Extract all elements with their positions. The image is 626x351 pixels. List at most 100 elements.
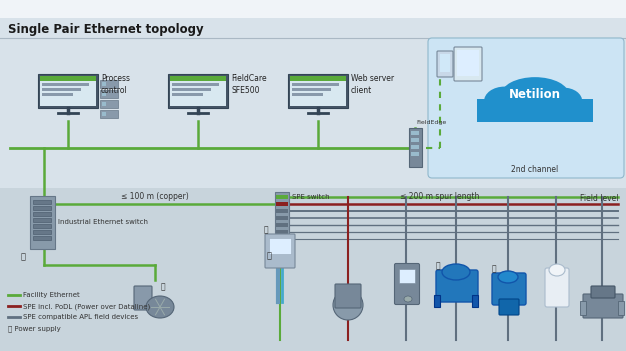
Text: ⓕ: ⓕ xyxy=(21,252,26,261)
FancyBboxPatch shape xyxy=(472,295,478,307)
Text: ⓕ Power supply: ⓕ Power supply xyxy=(8,325,61,332)
FancyBboxPatch shape xyxy=(276,195,288,199)
FancyBboxPatch shape xyxy=(580,301,586,315)
Text: FieldEdge: FieldEdge xyxy=(416,120,446,125)
FancyBboxPatch shape xyxy=(292,93,323,96)
FancyBboxPatch shape xyxy=(583,294,623,318)
Text: ⓕ: ⓕ xyxy=(267,251,272,260)
FancyBboxPatch shape xyxy=(276,223,288,227)
FancyBboxPatch shape xyxy=(292,88,331,91)
FancyBboxPatch shape xyxy=(492,273,526,305)
FancyBboxPatch shape xyxy=(434,295,440,307)
Ellipse shape xyxy=(484,87,525,116)
Ellipse shape xyxy=(508,95,541,120)
Text: 2nd channel: 2nd channel xyxy=(511,165,558,174)
Ellipse shape xyxy=(549,264,565,276)
FancyBboxPatch shape xyxy=(457,50,479,76)
Ellipse shape xyxy=(532,94,563,117)
FancyBboxPatch shape xyxy=(288,74,348,108)
FancyBboxPatch shape xyxy=(269,238,291,254)
FancyBboxPatch shape xyxy=(0,18,626,351)
Text: ⓕ: ⓕ xyxy=(161,282,165,291)
FancyBboxPatch shape xyxy=(100,100,118,108)
Text: Web server
client: Web server client xyxy=(351,74,394,94)
FancyBboxPatch shape xyxy=(40,76,96,106)
FancyBboxPatch shape xyxy=(102,102,106,106)
Text: Facility Ethernet: Facility Ethernet xyxy=(23,292,80,298)
FancyBboxPatch shape xyxy=(33,212,51,216)
Text: ≤ 200 m spur length: ≤ 200 m spur length xyxy=(400,192,480,201)
FancyBboxPatch shape xyxy=(436,270,478,302)
FancyBboxPatch shape xyxy=(168,74,228,108)
FancyBboxPatch shape xyxy=(102,112,106,116)
FancyBboxPatch shape xyxy=(290,76,346,81)
FancyBboxPatch shape xyxy=(292,83,339,86)
Text: SPE switch: SPE switch xyxy=(292,194,330,200)
FancyBboxPatch shape xyxy=(170,76,226,81)
FancyBboxPatch shape xyxy=(42,93,73,96)
FancyBboxPatch shape xyxy=(38,74,98,108)
FancyBboxPatch shape xyxy=(437,51,453,77)
FancyBboxPatch shape xyxy=(100,110,118,118)
Text: Industrial Ethernet switch: Industrial Ethernet switch xyxy=(58,219,148,225)
FancyBboxPatch shape xyxy=(411,138,419,142)
FancyBboxPatch shape xyxy=(454,47,482,81)
FancyBboxPatch shape xyxy=(394,264,419,305)
FancyBboxPatch shape xyxy=(100,80,118,88)
Text: FieldCare
SFE500: FieldCare SFE500 xyxy=(231,74,267,94)
FancyBboxPatch shape xyxy=(33,218,51,222)
FancyBboxPatch shape xyxy=(290,76,346,106)
Ellipse shape xyxy=(442,264,470,280)
Text: Netilion: Netilion xyxy=(509,88,561,101)
FancyBboxPatch shape xyxy=(170,76,226,106)
FancyBboxPatch shape xyxy=(102,92,106,96)
FancyBboxPatch shape xyxy=(499,299,519,315)
Text: ⓕ: ⓕ xyxy=(491,264,496,273)
Ellipse shape xyxy=(146,296,174,318)
FancyBboxPatch shape xyxy=(411,131,419,135)
FancyBboxPatch shape xyxy=(618,301,624,315)
FancyBboxPatch shape xyxy=(172,93,203,96)
FancyBboxPatch shape xyxy=(591,286,615,298)
Ellipse shape xyxy=(545,88,582,115)
FancyBboxPatch shape xyxy=(40,76,96,81)
FancyBboxPatch shape xyxy=(33,230,51,234)
Text: Field level: Field level xyxy=(580,194,618,203)
FancyBboxPatch shape xyxy=(33,224,51,228)
Ellipse shape xyxy=(404,296,412,302)
FancyBboxPatch shape xyxy=(33,206,51,210)
FancyBboxPatch shape xyxy=(33,200,51,204)
FancyBboxPatch shape xyxy=(275,192,289,247)
FancyBboxPatch shape xyxy=(276,202,288,206)
Text: Process
control: Process control xyxy=(101,74,130,94)
Ellipse shape xyxy=(333,290,363,320)
Text: ≤ 100 m (copper): ≤ 100 m (copper) xyxy=(121,192,189,201)
FancyBboxPatch shape xyxy=(276,230,288,234)
FancyBboxPatch shape xyxy=(0,0,626,18)
FancyBboxPatch shape xyxy=(409,127,421,166)
FancyBboxPatch shape xyxy=(440,54,450,72)
FancyBboxPatch shape xyxy=(335,284,361,308)
FancyBboxPatch shape xyxy=(545,268,569,307)
FancyBboxPatch shape xyxy=(172,88,211,91)
FancyBboxPatch shape xyxy=(399,269,415,283)
FancyBboxPatch shape xyxy=(172,83,219,86)
FancyBboxPatch shape xyxy=(411,152,419,156)
FancyBboxPatch shape xyxy=(42,83,89,86)
FancyBboxPatch shape xyxy=(276,209,288,213)
FancyBboxPatch shape xyxy=(29,196,54,249)
FancyBboxPatch shape xyxy=(265,234,295,268)
FancyBboxPatch shape xyxy=(33,236,51,240)
Text: ⓕ: ⓕ xyxy=(264,225,269,234)
Ellipse shape xyxy=(498,271,518,283)
FancyBboxPatch shape xyxy=(134,286,152,310)
FancyBboxPatch shape xyxy=(477,99,593,122)
Ellipse shape xyxy=(501,77,569,113)
FancyBboxPatch shape xyxy=(42,88,81,91)
FancyBboxPatch shape xyxy=(102,82,106,86)
FancyBboxPatch shape xyxy=(428,38,624,178)
Text: ⓕ: ⓕ xyxy=(436,261,440,270)
Text: SPE compatible APL field devices: SPE compatible APL field devices xyxy=(23,314,138,320)
FancyBboxPatch shape xyxy=(276,216,288,220)
Text: Single Pair Ethernet topology: Single Pair Ethernet topology xyxy=(8,24,203,37)
